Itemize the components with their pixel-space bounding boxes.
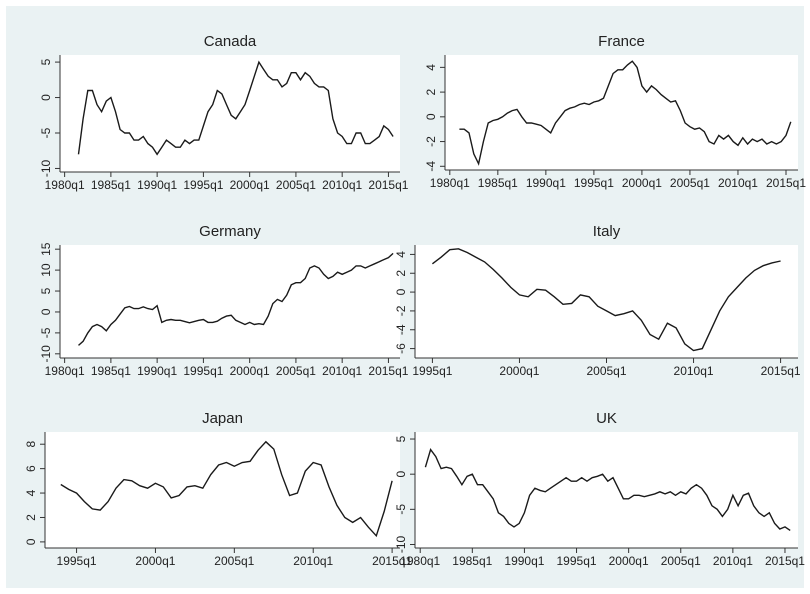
y-tick-label: 2 (24, 514, 38, 521)
x-tick-label: 1980q1 (45, 364, 85, 378)
x-tick-label: 1995q1 (183, 178, 223, 192)
y-tick-label: 5 (394, 435, 408, 442)
chart-title: Japan (202, 410, 243, 427)
x-tick-label: 2005q1 (670, 176, 710, 190)
y-tick-label: 2 (424, 88, 438, 95)
x-tick-label: 1995q1 (57, 554, 97, 568)
y-tick-label: 5 (39, 287, 53, 294)
chart-title: UK (596, 410, 617, 427)
x-tick-label: 1980q1 (430, 176, 470, 190)
x-tick-label: 2010q1 (674, 364, 714, 378)
chart-title: France (598, 33, 645, 50)
y-tick-label: -2 (394, 305, 408, 316)
y-tick-label: -5 (39, 127, 53, 138)
x-tick-label: 2010q1 (322, 364, 362, 378)
x-tick-label: 1990q1 (526, 176, 566, 190)
y-tick-label: -5 (39, 327, 53, 338)
x-tick-label: 2015q1 (766, 176, 806, 190)
x-tick-label: 1990q1 (504, 554, 544, 568)
x-tick-label: 1980q1 (45, 178, 85, 192)
x-tick-label: 2015q1 (372, 554, 412, 568)
y-tick-label: 4 (394, 251, 408, 258)
x-tick-label: 2000q1 (135, 554, 175, 568)
x-tick-label: 2000q1 (230, 364, 270, 378)
y-tick-label: 0 (394, 471, 408, 478)
y-tick-label: 4 (24, 489, 38, 496)
x-tick-label: 2000q1 (499, 364, 539, 378)
y-tick-label: -2 (424, 136, 438, 147)
x-tick-label: 1985q1 (478, 176, 518, 190)
y-tick-label: 15 (39, 242, 53, 256)
x-tick-label: 2015q1 (368, 178, 408, 192)
y-tick-label: 0 (39, 308, 53, 315)
x-tick-label: 2005q1 (276, 364, 316, 378)
x-tick-label: 1995q1 (574, 176, 614, 190)
plot-area (60, 245, 400, 358)
x-tick-label: 2010q1 (322, 178, 362, 192)
y-tick-label: -10 (39, 159, 53, 177)
y-tick-label: 4 (424, 64, 438, 71)
x-tick-label: 1990q1 (137, 364, 177, 378)
x-tick-label: 1995q1 (557, 554, 597, 568)
x-tick-label: 2005q1 (276, 178, 316, 192)
x-tick-label: 2005q1 (661, 554, 701, 568)
plot-area (415, 245, 798, 358)
x-tick-label: 1990q1 (137, 178, 177, 192)
x-tick-label: 2010q1 (713, 554, 753, 568)
y-tick-label: 0 (424, 113, 438, 120)
x-tick-label: 1980q1 (400, 554, 440, 568)
chart-title: Italy (593, 223, 621, 240)
x-tick-label: 2015q1 (761, 364, 801, 378)
x-tick-label: 2010q1 (293, 554, 333, 568)
data-line (60, 440, 393, 538)
x-tick-label: 2015q1 (368, 364, 408, 378)
x-tick-label: 1985q1 (452, 554, 492, 568)
x-tick-label: 1995q1 (412, 364, 452, 378)
plot-area (415, 432, 798, 548)
x-tick-label: 2000q1 (230, 178, 270, 192)
x-tick-label: 2015q1 (765, 554, 805, 568)
y-tick-label: 0 (39, 94, 53, 101)
y-tick-label: -6 (394, 343, 408, 354)
x-tick-label: 2000q1 (609, 554, 649, 568)
x-tick-label: 1995q1 (183, 364, 223, 378)
chart-title: Germany (199, 223, 261, 240)
x-tick-label: 1985q1 (91, 178, 131, 192)
y-tick-label: 5 (39, 58, 53, 65)
plot-area (45, 432, 400, 548)
y-tick-label: -4 (424, 161, 438, 172)
x-tick-label: 2000q1 (622, 176, 662, 190)
data-line (424, 448, 791, 531)
y-tick-label: 0 (24, 538, 38, 545)
y-tick-label: 10 (39, 263, 53, 277)
data-line (459, 60, 792, 166)
x-tick-label: 1985q1 (91, 364, 131, 378)
y-tick-label: 0 (394, 288, 408, 295)
y-tick-label: -4 (394, 324, 408, 335)
x-tick-label: 2005q1 (586, 364, 626, 378)
plot-area (445, 55, 798, 170)
y-tick-label: 2 (394, 270, 408, 277)
chart-title: Canada (204, 33, 257, 50)
data-line (77, 60, 394, 156)
data-line (78, 252, 394, 346)
y-tick-label: -10 (394, 535, 408, 553)
y-tick-label: -10 (39, 345, 53, 363)
y-tick-label: 8 (24, 441, 38, 448)
y-tick-label: -5 (394, 504, 408, 515)
data-line (431, 248, 781, 352)
y-tick-label: 6 (24, 465, 38, 472)
x-tick-label: 2010q1 (718, 176, 758, 190)
x-tick-label: 2005q1 (214, 554, 254, 568)
